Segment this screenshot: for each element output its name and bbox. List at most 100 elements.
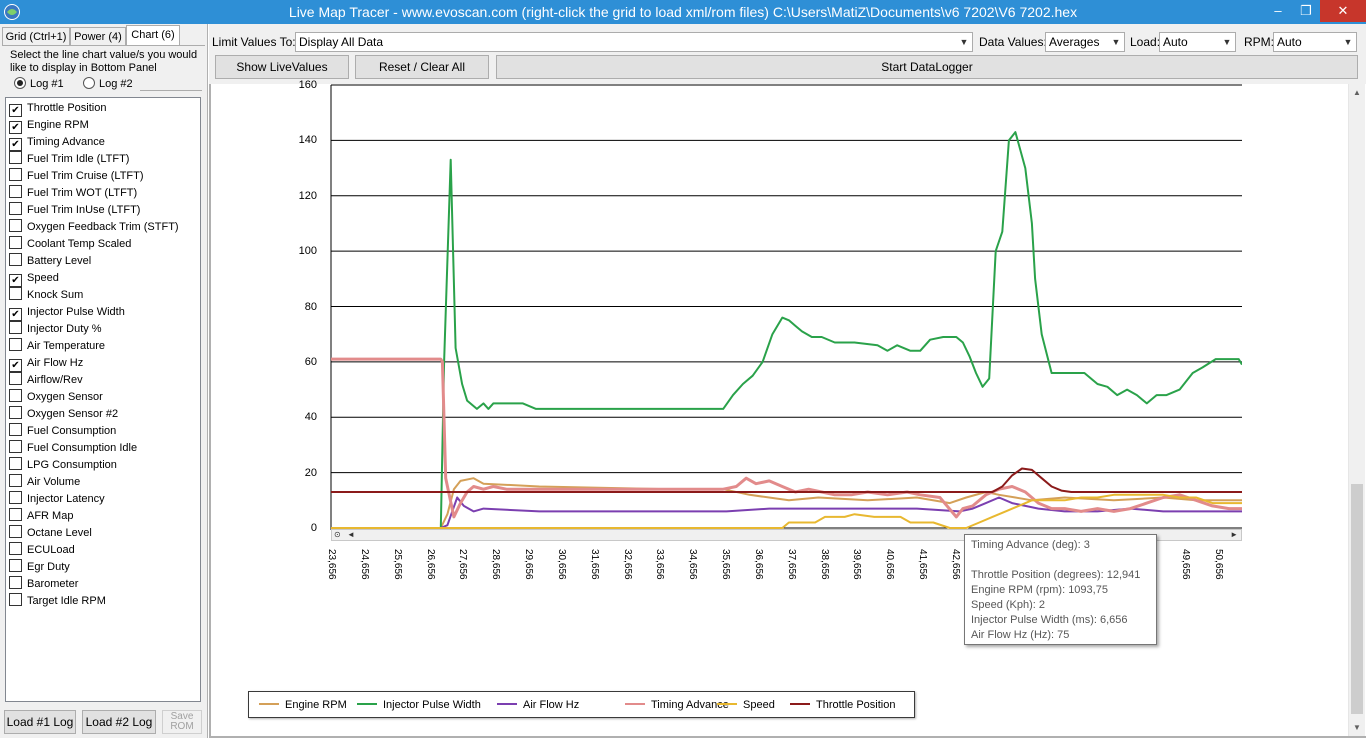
chart-value-item[interactable]: ECULoad: [9, 542, 75, 559]
checkbox-unchecked[interactable]: [9, 168, 22, 181]
chart-value-item[interactable]: ✔ Timing Advance: [9, 134, 105, 151]
reset-clear-all-button[interactable]: Reset / Clear All: [355, 55, 489, 79]
checkbox-unchecked[interactable]: [9, 338, 22, 351]
checkbox-checked[interactable]: ✔: [9, 274, 22, 287]
scroll-up-icon[interactable]: ▲: [1353, 88, 1361, 97]
checkbox-unchecked[interactable]: [9, 321, 22, 334]
scroll-left-icon[interactable]: ◄: [347, 530, 355, 539]
chart-panel[interactable]: [211, 84, 1348, 736]
chart-value-label: Oxygen Sensor: [27, 391, 103, 403]
checkbox-unchecked[interactable]: [9, 559, 22, 572]
checkbox-checked[interactable]: ✔: [9, 104, 22, 117]
chart-value-item[interactable]: Oxygen Feedback Trim (STFT): [9, 219, 179, 236]
chart-tooltip: Timing Advance (deg): 3 Throttle Positio…: [964, 534, 1157, 645]
checkbox-unchecked[interactable]: [9, 185, 22, 198]
checkbox-unchecked[interactable]: [9, 287, 22, 300]
zoom-reset-icon[interactable]: ⊙: [334, 530, 341, 539]
chart-value-item[interactable]: Fuel Trim Cruise (LTFT): [9, 168, 144, 185]
chart-value-item[interactable]: Injector Duty %: [9, 321, 102, 338]
checkbox-unchecked[interactable]: [9, 151, 22, 164]
chart-value-item[interactable]: Airflow/Rev: [9, 372, 83, 389]
checkbox-unchecked[interactable]: [9, 508, 22, 521]
chart-value-item[interactable]: ✔ Injector Pulse Width: [9, 304, 125, 321]
checkbox-unchecked[interactable]: [9, 593, 22, 606]
checkbox-unchecked[interactable]: [9, 576, 22, 589]
scrollbar-thumb[interactable]: [1351, 484, 1363, 714]
checkbox-unchecked[interactable]: [9, 423, 22, 436]
chart-value-item[interactable]: Battery Level: [9, 253, 91, 270]
load-log2-button[interactable]: Load #2 Log: [82, 710, 156, 734]
chart-value-item[interactable]: Air Temperature: [9, 338, 105, 355]
chart-frame-left: [209, 84, 211, 738]
checkbox-checked[interactable]: ✔: [9, 359, 22, 372]
checkbox-unchecked[interactable]: [9, 406, 22, 419]
checkbox-unchecked[interactable]: [9, 491, 22, 504]
start-datalogger-button[interactable]: Start DataLogger: [496, 55, 1358, 79]
checkbox-unchecked[interactable]: [9, 389, 22, 402]
radio-log1[interactable]: Log #1: [14, 77, 64, 91]
x-tick-label: 50,656: [1212, 549, 1224, 580]
tab-grid[interactable]: Grid (Ctrl+1): [2, 27, 70, 45]
checkbox-checked[interactable]: ✔: [9, 308, 22, 321]
checkbox-unchecked[interactable]: [9, 202, 22, 215]
checkbox-unchecked[interactable]: [9, 457, 22, 470]
show-live-values-button[interactable]: Show LiveValues: [215, 55, 349, 79]
chart-value-item[interactable]: Oxygen Sensor #2: [9, 406, 118, 423]
maximize-button[interactable]: ❐: [1300, 3, 1312, 18]
load-select[interactable]: Auto ▼: [1159, 32, 1236, 52]
checkbox-checked[interactable]: ✔: [9, 121, 22, 134]
chart-value-item[interactable]: Air Volume: [9, 474, 80, 491]
chart-values-list[interactable]: ✔ Throttle Position ✔ Engine RPM ✔ Timing Adv…: [5, 97, 201, 702]
close-button[interactable]: ✕: [1320, 0, 1366, 22]
chart-value-item[interactable]: Knock Sum: [9, 287, 83, 304]
chart-value-item[interactable]: Fuel Trim Idle (LTFT): [9, 151, 129, 168]
chart-value-item[interactable]: Fuel Consumption: [9, 423, 116, 440]
chart-value-label: Fuel Consumption: [27, 425, 117, 437]
limit-values-select[interactable]: Display All Data ▼: [295, 32, 973, 52]
checkbox-unchecked[interactable]: [9, 372, 22, 385]
radio-log2[interactable]: Log #2: [83, 77, 133, 91]
checkbox-unchecked[interactable]: [9, 236, 22, 249]
radio-log2-circle[interactable]: [83, 77, 95, 89]
chart-value-item[interactable]: Target Idle RPM: [9, 593, 106, 610]
chart-value-item[interactable]: Fuel Consumption Idle: [9, 440, 137, 457]
minimize-button[interactable]: –: [1274, 3, 1282, 18]
data-values-select[interactable]: Averages ▼: [1045, 32, 1125, 52]
checkbox-unchecked[interactable]: [9, 253, 22, 266]
checkbox-unchecked[interactable]: [9, 474, 22, 487]
chart-value-item[interactable]: Injector Latency: [9, 491, 105, 508]
vertical-scrollbar[interactable]: ▲ ▼: [1348, 84, 1365, 736]
tab-power[interactable]: Power (4): [70, 27, 126, 45]
tab-chart[interactable]: Chart (6): [126, 25, 180, 46]
chart-value-item[interactable]: ✔ Engine RPM: [9, 117, 89, 134]
data-values-label: Data Values:: [979, 35, 1047, 49]
chart-value-item[interactable]: Oxygen Sensor: [9, 389, 103, 406]
y-tick-label: 40: [304, 411, 317, 424]
chart-value-item[interactable]: Octane Level: [9, 525, 92, 542]
checkbox-checked[interactable]: ✔: [9, 138, 22, 151]
chart-value-item[interactable]: ✔ Speed: [9, 270, 59, 287]
y-tick-label: 140: [298, 134, 317, 147]
chart-value-item[interactable]: LPG Consumption: [9, 457, 117, 474]
save-rom-button[interactable]: Save ROM: [162, 710, 202, 734]
legend-item: Air Flow Hz: [497, 698, 579, 712]
chart-value-item[interactable]: ✔ Throttle Position: [9, 100, 106, 117]
x-tick-label: 39,656: [851, 549, 863, 580]
checkbox-unchecked[interactable]: [9, 440, 22, 453]
rpm-select[interactable]: Auto ▼: [1273, 32, 1357, 52]
chart-value-item[interactable]: ✔ Air Flow Hz: [9, 355, 83, 372]
scroll-right-icon[interactable]: ►: [1230, 530, 1238, 539]
checkbox-unchecked[interactable]: [9, 525, 22, 538]
chart-value-item[interactable]: AFR Map: [9, 508, 73, 525]
radio-log1-circle[interactable]: [14, 77, 26, 89]
chart-value-item[interactable]: Barometer: [9, 576, 78, 593]
chart-value-item[interactable]: Fuel Trim WOT (LTFT): [9, 185, 137, 202]
chart-value-item[interactable]: Fuel Trim InUse (LTFT): [9, 202, 140, 219]
chart-value-item[interactable]: Coolant Temp Scaled: [9, 236, 131, 253]
checkbox-unchecked[interactable]: [9, 219, 22, 232]
scroll-down-icon[interactable]: ▼: [1353, 723, 1361, 732]
load-log1-button[interactable]: Load #1 Log: [4, 710, 76, 734]
checkbox-unchecked[interactable]: [9, 542, 22, 555]
x-tick-label: 33,656: [654, 549, 666, 580]
chart-value-item[interactable]: Egr Duty: [9, 559, 70, 576]
